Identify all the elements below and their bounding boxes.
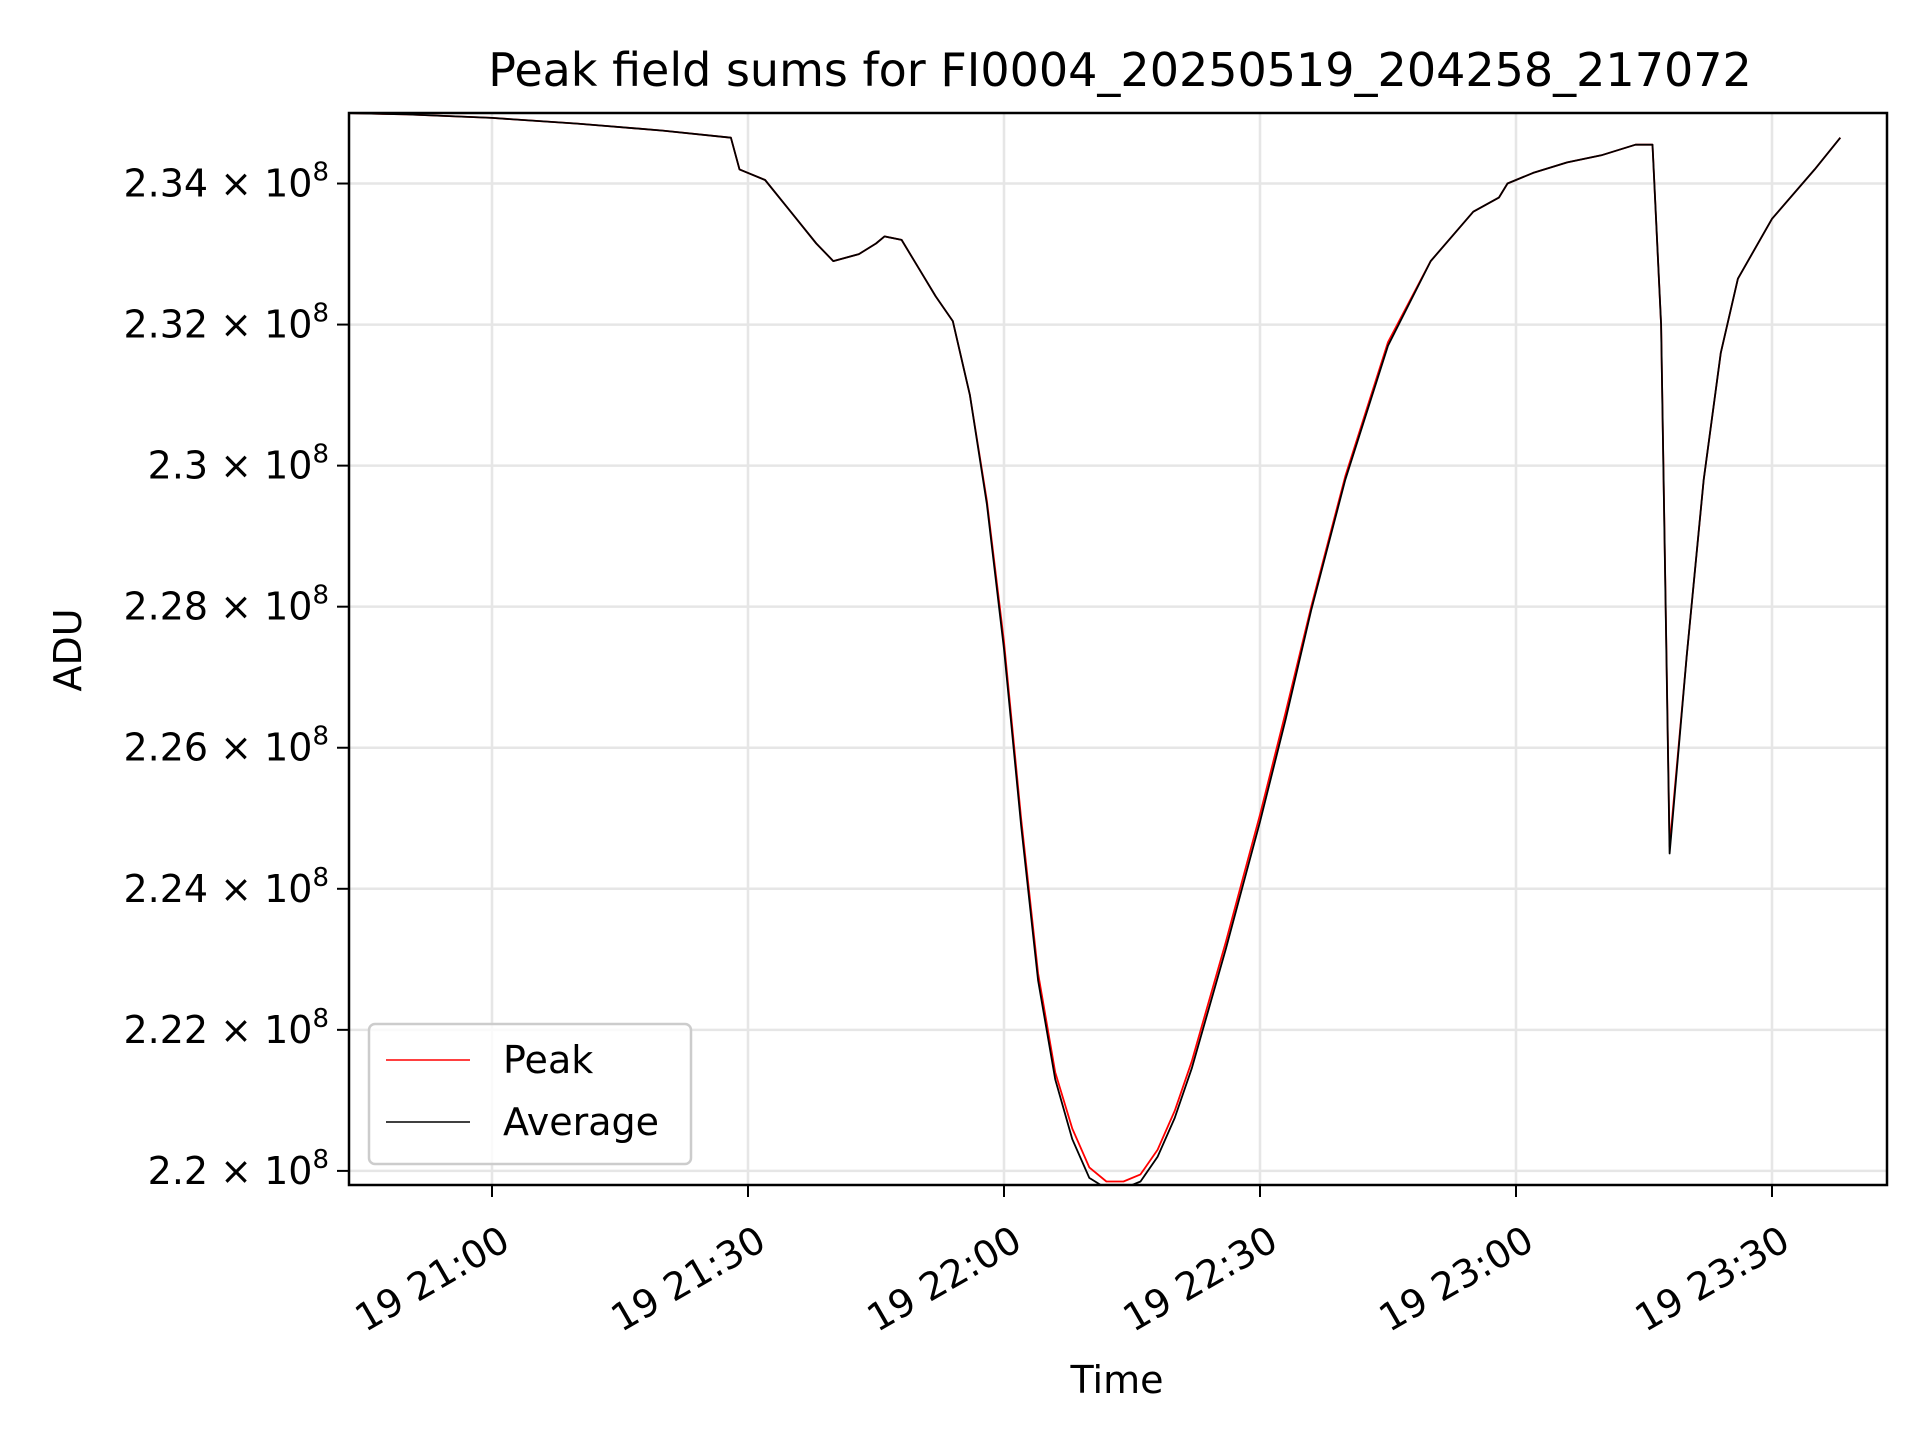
y-tick-label: 2.32 × 108 xyxy=(123,299,329,347)
legend-box xyxy=(367,1022,693,1166)
grid xyxy=(349,113,1887,1185)
legend: Peak Average xyxy=(367,1022,693,1166)
y-tick-label: 2.28 × 108 xyxy=(123,581,329,629)
series-line-average xyxy=(349,113,1842,1185)
y-tick-label: 2.3 × 108 xyxy=(148,440,329,488)
y-axis-label: ADU xyxy=(46,608,90,691)
series-lines xyxy=(349,113,1842,1185)
legend-label-average: Average xyxy=(503,1100,659,1144)
plot-frame xyxy=(347,111,1889,1187)
chart-title: Peak field sums for FI0004_20250519_2042… xyxy=(488,43,1752,97)
y-tick-label: 2.2 × 108 xyxy=(148,1145,329,1193)
legend-label-peak: Peak xyxy=(503,1038,593,1082)
y-axis-ticks: 2.2 × 108 2.22 × 108 2.24 × 108 2.26 × 108 2… xyxy=(123,158,349,1193)
y-tick-label: 2.34 × 108 xyxy=(123,158,329,206)
y-tick-label: 2.22 × 108 xyxy=(123,1004,329,1052)
y-tick-label: 2.24 × 108 xyxy=(123,863,329,911)
y-tick-label: 2.26 × 108 xyxy=(123,722,329,770)
x-axis-label: Time xyxy=(1070,1358,1164,1402)
